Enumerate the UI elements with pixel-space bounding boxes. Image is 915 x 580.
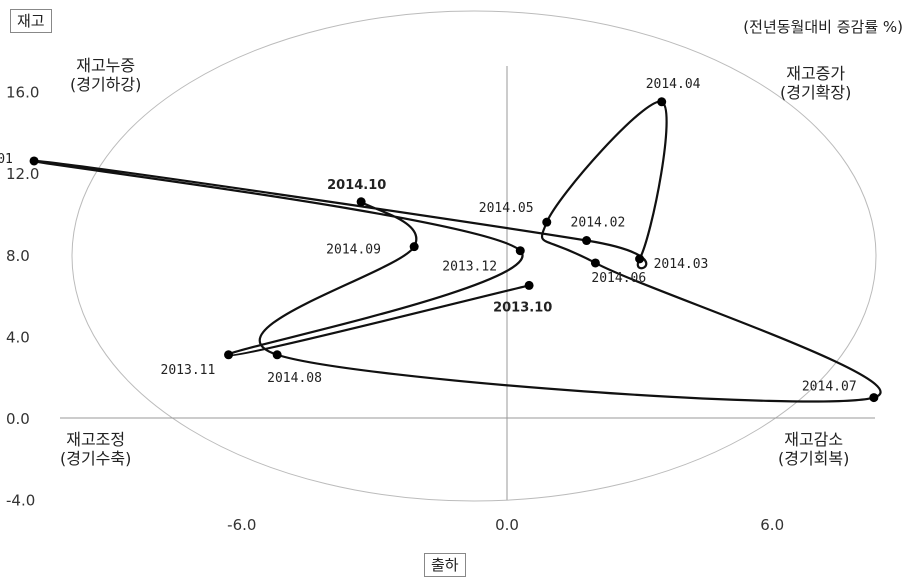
- quadrant-bottom-left: 재고조정 (경기수축): [60, 430, 131, 468]
- point-2014-09: [409, 242, 419, 252]
- y-axis-title: 재고: [10, 9, 52, 33]
- point-label-2014-04: 2014.04: [646, 77, 701, 92]
- quadrant-top-right-title: 재고증가: [786, 64, 846, 83]
- point-label-2014-08: 2014.08: [267, 371, 322, 386]
- point-label-2013-12: 2013.12: [442, 260, 497, 275]
- quadrant-top-left-sub: (경기하강): [70, 75, 142, 94]
- point-label-2014-09: 2014.09: [326, 243, 381, 258]
- x-axis-title: 출하: [424, 553, 466, 577]
- point-label-2014-01: 2014.01: [0, 152, 13, 167]
- point-2014-06: [590, 258, 600, 268]
- quadrant-top-right: 재고증가 (경기확장): [780, 64, 851, 102]
- quadrant-top-left-title: 재고누증: [76, 56, 136, 75]
- point-label-2014-02: 2014.02: [571, 216, 626, 231]
- y-tick-4: 12.0: [6, 165, 39, 183]
- data-points: 2013.10 2013.11 2013.12 2014.01 2014.02 2014.…: [0, 77, 879, 403]
- quadrant-bottom-left-title: 재고조정: [66, 430, 126, 449]
- x-tick-3: 6.0: [760, 516, 784, 534]
- point-2014-04: [657, 97, 667, 107]
- point-label-2014-10: 2014.10: [327, 178, 386, 193]
- point-2014-02: [582, 236, 592, 246]
- cycle-path: [32, 100, 882, 403]
- quadrant-top-left: 재고누증 (경기하강): [70, 56, 141, 94]
- x-tick-2: 0.0: [495, 516, 519, 534]
- quadrant-top-right-sub: (경기확장): [780, 83, 852, 102]
- y-tick-1: 0.0: [6, 410, 30, 428]
- point-2014-01: [29, 156, 39, 166]
- point-label-2013-10: 2013.10: [493, 300, 552, 315]
- unit-note: (전년동월대비 증감률 %): [743, 18, 903, 36]
- point-2014-03: [635, 254, 645, 264]
- point-2013-10: [524, 280, 534, 290]
- point-label-2014-06: 2014.06: [591, 271, 646, 286]
- point-label-2013-11: 2013.11: [161, 363, 216, 378]
- point-2013-12: [515, 246, 525, 256]
- point-2014-10: [356, 197, 366, 207]
- point-2013-11: [224, 350, 234, 360]
- y-tick-3: 8.0: [6, 247, 30, 265]
- quadrant-bottom-left-sub: (경기수축): [60, 449, 132, 468]
- point-2014-05: [542, 217, 552, 227]
- y-tick-5: 16.0: [6, 84, 39, 102]
- point-2014-08: [272, 350, 282, 360]
- point-2014-07: [869, 393, 879, 403]
- x-tick-1: -6.0: [227, 516, 256, 534]
- point-label-2014-03: 2014.03: [654, 257, 709, 272]
- quadrant-bottom-right-sub: (경기회복): [778, 449, 850, 468]
- y-tick-0: -4.0: [6, 492, 35, 510]
- y-tick-2: 4.0: [6, 328, 30, 346]
- point-label-2014-05: 2014.05: [479, 201, 534, 216]
- quadrant-bottom-right: 재고감소 (경기회복): [778, 430, 849, 468]
- point-label-2014-07: 2014.07: [802, 380, 857, 395]
- quadrant-bottom-right-title: 재고감소: [784, 430, 844, 449]
- cycle-ellipse: [71, 10, 877, 502]
- axis-ticks: -12.0-6.00.06.0-4.00.04.08.012.016.0: [6, 84, 784, 534]
